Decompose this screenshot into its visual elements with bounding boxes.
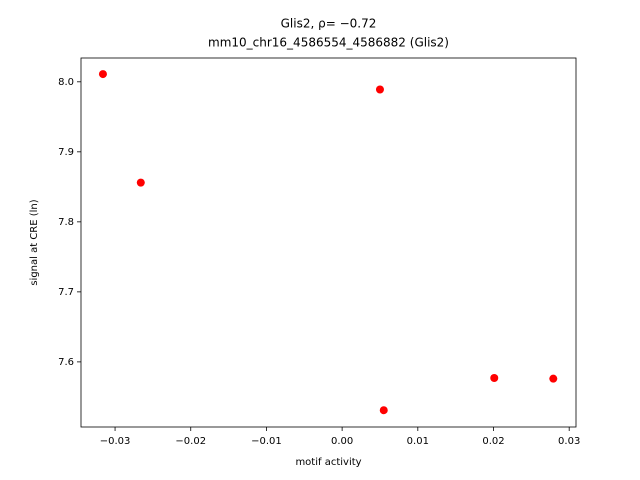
point: [98, 70, 107, 79]
point: [136, 178, 145, 187]
x-tick-label: 0.00: [331, 436, 353, 447]
y-tick-label: 7.6: [58, 357, 74, 368]
x-tick-label: −0.01: [251, 436, 282, 447]
x-tick-label: 0.02: [482, 436, 504, 447]
plot-frame: [80, 57, 577, 428]
y-tick-label: 7.9: [58, 147, 74, 158]
y-tick-label: 7.8: [58, 217, 74, 228]
chart-title: Glis2, ρ= −0.72: [281, 17, 377, 31]
x-tick-label: 0.01: [407, 436, 429, 447]
point: [549, 374, 558, 383]
x-tick-label: −0.03: [100, 436, 131, 447]
y-tick-label: 8.0: [58, 77, 74, 88]
point: [490, 373, 499, 382]
point: [379, 406, 388, 415]
y-axis-label: signal at CRE (ln): [29, 199, 40, 285]
chart-subtitle: mm10_chr16_4586554_4586882 (Glis2): [208, 36, 449, 50]
y-tick-label: 7.7: [58, 287, 74, 298]
x-tick-label: 0.03: [558, 436, 580, 447]
point: [375, 85, 384, 94]
x-axis-label: motif activity: [295, 457, 361, 468]
x-tick-label: −0.02: [175, 436, 206, 447]
